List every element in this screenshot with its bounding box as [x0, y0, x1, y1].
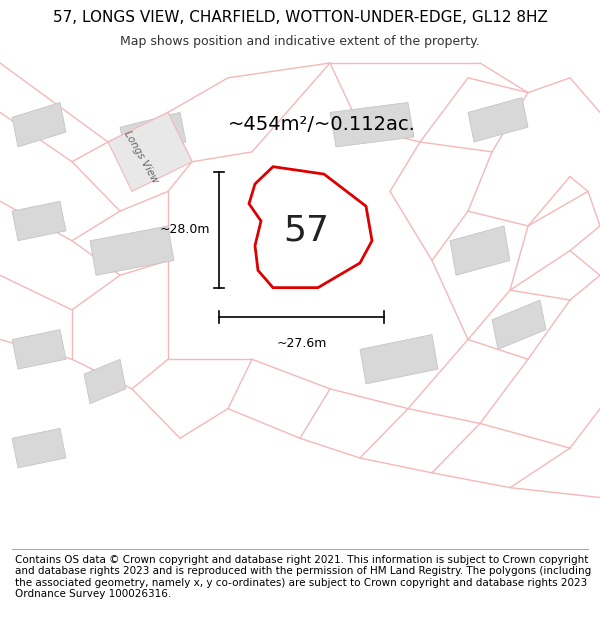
Polygon shape: [90, 226, 174, 275]
Polygon shape: [12, 201, 66, 241]
Text: Map shows position and indicative extent of the property.: Map shows position and indicative extent…: [120, 34, 480, 48]
Polygon shape: [12, 329, 66, 369]
Polygon shape: [12, 102, 66, 147]
Text: Contains OS data © Crown copyright and database right 2021. This information is : Contains OS data © Crown copyright and d…: [15, 555, 591, 599]
Text: Longs View: Longs View: [122, 129, 160, 185]
Polygon shape: [108, 112, 192, 191]
Polygon shape: [330, 102, 414, 147]
Polygon shape: [492, 300, 546, 349]
Polygon shape: [249, 167, 372, 288]
Text: 57, LONGS VIEW, CHARFIELD, WOTTON-UNDER-EDGE, GL12 8HZ: 57, LONGS VIEW, CHARFIELD, WOTTON-UNDER-…: [53, 9, 547, 24]
Polygon shape: [120, 112, 186, 157]
Polygon shape: [12, 428, 66, 468]
Polygon shape: [360, 334, 438, 384]
Text: ~454m²/~0.112ac.: ~454m²/~0.112ac.: [228, 115, 416, 134]
Text: 57: 57: [283, 214, 329, 248]
Text: ~27.6m: ~27.6m: [277, 337, 326, 350]
Polygon shape: [450, 226, 510, 275]
Polygon shape: [468, 98, 528, 142]
Polygon shape: [84, 359, 126, 404]
Text: ~28.0m: ~28.0m: [160, 223, 210, 236]
Polygon shape: [264, 211, 330, 261]
